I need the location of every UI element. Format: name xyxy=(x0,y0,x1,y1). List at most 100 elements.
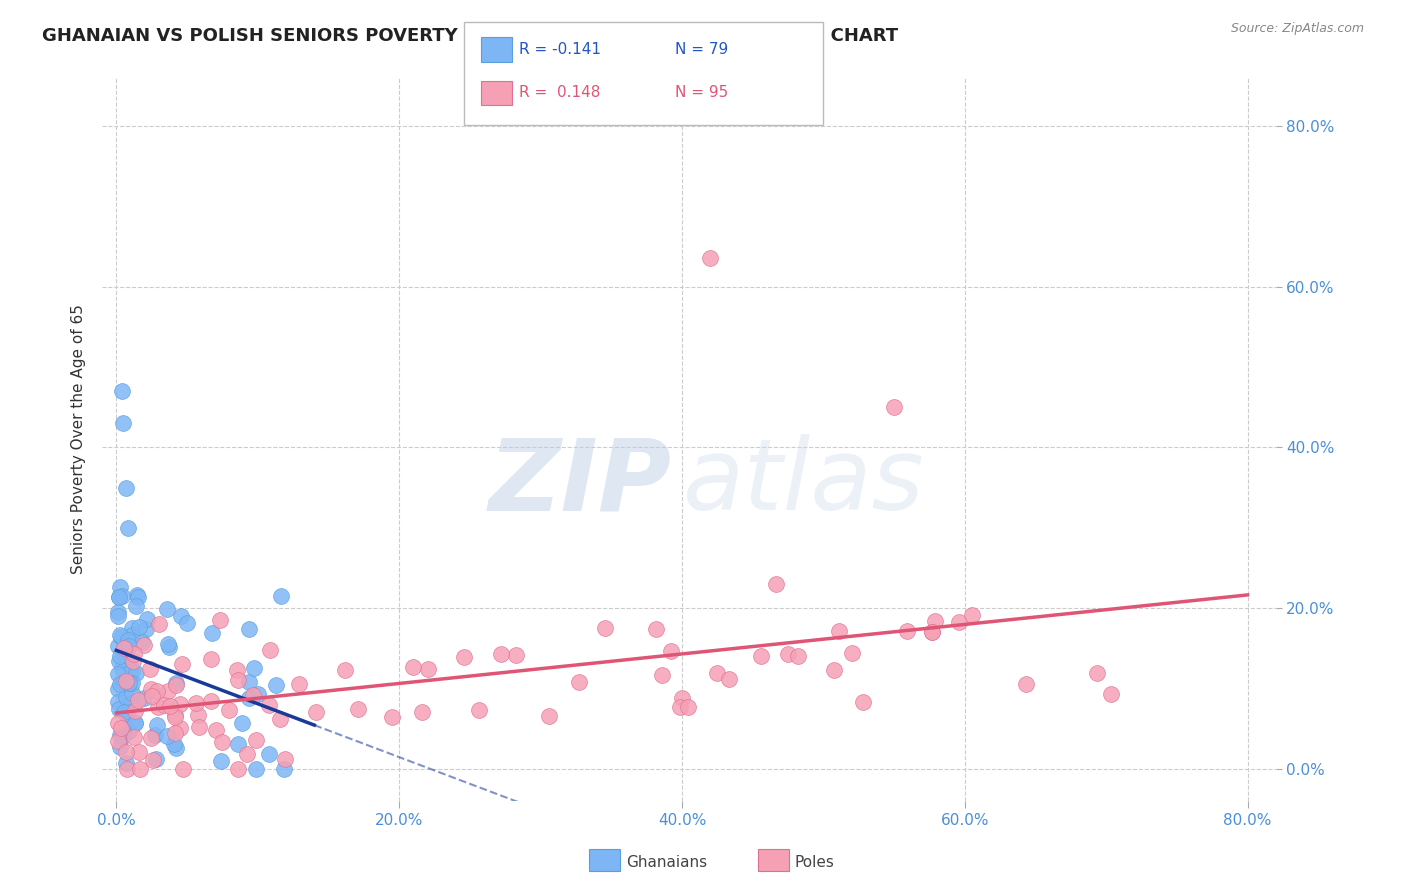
Point xyxy=(238,691,260,706)
Point xyxy=(176,616,198,631)
Point xyxy=(110,721,132,735)
Point xyxy=(156,602,179,616)
Point xyxy=(226,663,249,677)
Point xyxy=(505,648,527,663)
Point xyxy=(269,712,291,726)
Point xyxy=(107,639,129,653)
Point xyxy=(107,695,129,709)
Point xyxy=(924,614,946,628)
Point xyxy=(243,661,266,675)
Point xyxy=(107,608,129,623)
Point xyxy=(124,665,146,680)
Point xyxy=(139,681,162,696)
Point xyxy=(107,682,129,697)
Point xyxy=(121,628,143,642)
Point xyxy=(135,622,157,636)
Text: N = 95: N = 95 xyxy=(675,86,728,100)
Point xyxy=(170,609,193,624)
Point xyxy=(238,622,260,636)
Point xyxy=(156,684,179,698)
Point xyxy=(948,615,970,629)
Point xyxy=(418,662,440,676)
Point xyxy=(107,591,129,605)
Point xyxy=(787,649,810,664)
Point xyxy=(107,667,129,681)
Point xyxy=(187,708,209,723)
Point xyxy=(245,762,267,776)
Point xyxy=(159,698,181,713)
Point xyxy=(131,634,153,648)
Point xyxy=(117,676,139,690)
Point xyxy=(921,624,943,639)
Point xyxy=(453,650,475,665)
Point xyxy=(135,612,157,626)
Point xyxy=(671,690,693,705)
Point xyxy=(117,521,139,535)
Point xyxy=(145,752,167,766)
Point xyxy=(121,654,143,668)
Text: Source: ZipAtlas.com: Source: ZipAtlas.com xyxy=(1230,22,1364,36)
Point xyxy=(288,676,311,690)
Point xyxy=(1014,677,1036,691)
Point xyxy=(110,630,132,644)
Point xyxy=(765,576,787,591)
Text: N = 79: N = 79 xyxy=(675,42,728,56)
Point xyxy=(228,737,250,751)
Point xyxy=(108,702,131,716)
Point xyxy=(238,674,260,689)
Point xyxy=(115,673,138,688)
Point xyxy=(156,729,179,743)
Text: ZIP: ZIP xyxy=(488,434,672,532)
Point xyxy=(108,591,131,605)
Point xyxy=(209,754,232,768)
Point xyxy=(205,723,228,737)
Point xyxy=(132,638,155,652)
Point xyxy=(236,747,259,761)
Point xyxy=(644,623,666,637)
Point xyxy=(699,252,721,266)
Point xyxy=(111,384,134,398)
Point xyxy=(668,700,690,714)
Text: R = -0.141: R = -0.141 xyxy=(519,42,600,56)
Text: Poles: Poles xyxy=(794,855,834,870)
Point xyxy=(141,753,163,767)
Point xyxy=(242,689,264,703)
Point xyxy=(108,580,131,594)
Point xyxy=(896,624,918,639)
Point xyxy=(200,694,222,708)
Point xyxy=(489,647,512,661)
Point xyxy=(121,621,143,635)
Point xyxy=(117,633,139,648)
Point xyxy=(852,695,875,709)
Point xyxy=(148,617,170,632)
Point xyxy=(257,698,280,712)
Point xyxy=(169,721,191,735)
Point xyxy=(111,729,134,743)
Point xyxy=(143,728,166,742)
Point xyxy=(163,710,186,724)
Point xyxy=(883,400,905,414)
Point xyxy=(146,700,169,714)
Point xyxy=(152,698,174,712)
Point xyxy=(127,693,149,707)
Point xyxy=(122,730,145,744)
Point xyxy=(115,481,138,495)
Point xyxy=(402,660,425,674)
Point xyxy=(678,699,700,714)
Point xyxy=(107,605,129,619)
Point xyxy=(128,620,150,634)
Point xyxy=(749,648,772,663)
Point xyxy=(718,672,741,686)
Point xyxy=(112,416,135,430)
Point xyxy=(264,678,287,692)
Y-axis label: Seniors Poverty Over the Age of 65: Seniors Poverty Over the Age of 65 xyxy=(72,304,86,574)
Point xyxy=(172,762,194,776)
Point xyxy=(270,590,292,604)
Point xyxy=(187,720,209,734)
Text: GHANAIAN VS POLISH SENIORS POVERTY OVER THE AGE OF 65 CORRELATION CHART: GHANAIAN VS POLISH SENIORS POVERTY OVER … xyxy=(42,27,898,45)
Point xyxy=(226,673,249,687)
Point xyxy=(112,705,135,719)
Text: R =  0.148: R = 0.148 xyxy=(519,86,600,100)
Point xyxy=(257,747,280,761)
Point xyxy=(134,690,156,705)
